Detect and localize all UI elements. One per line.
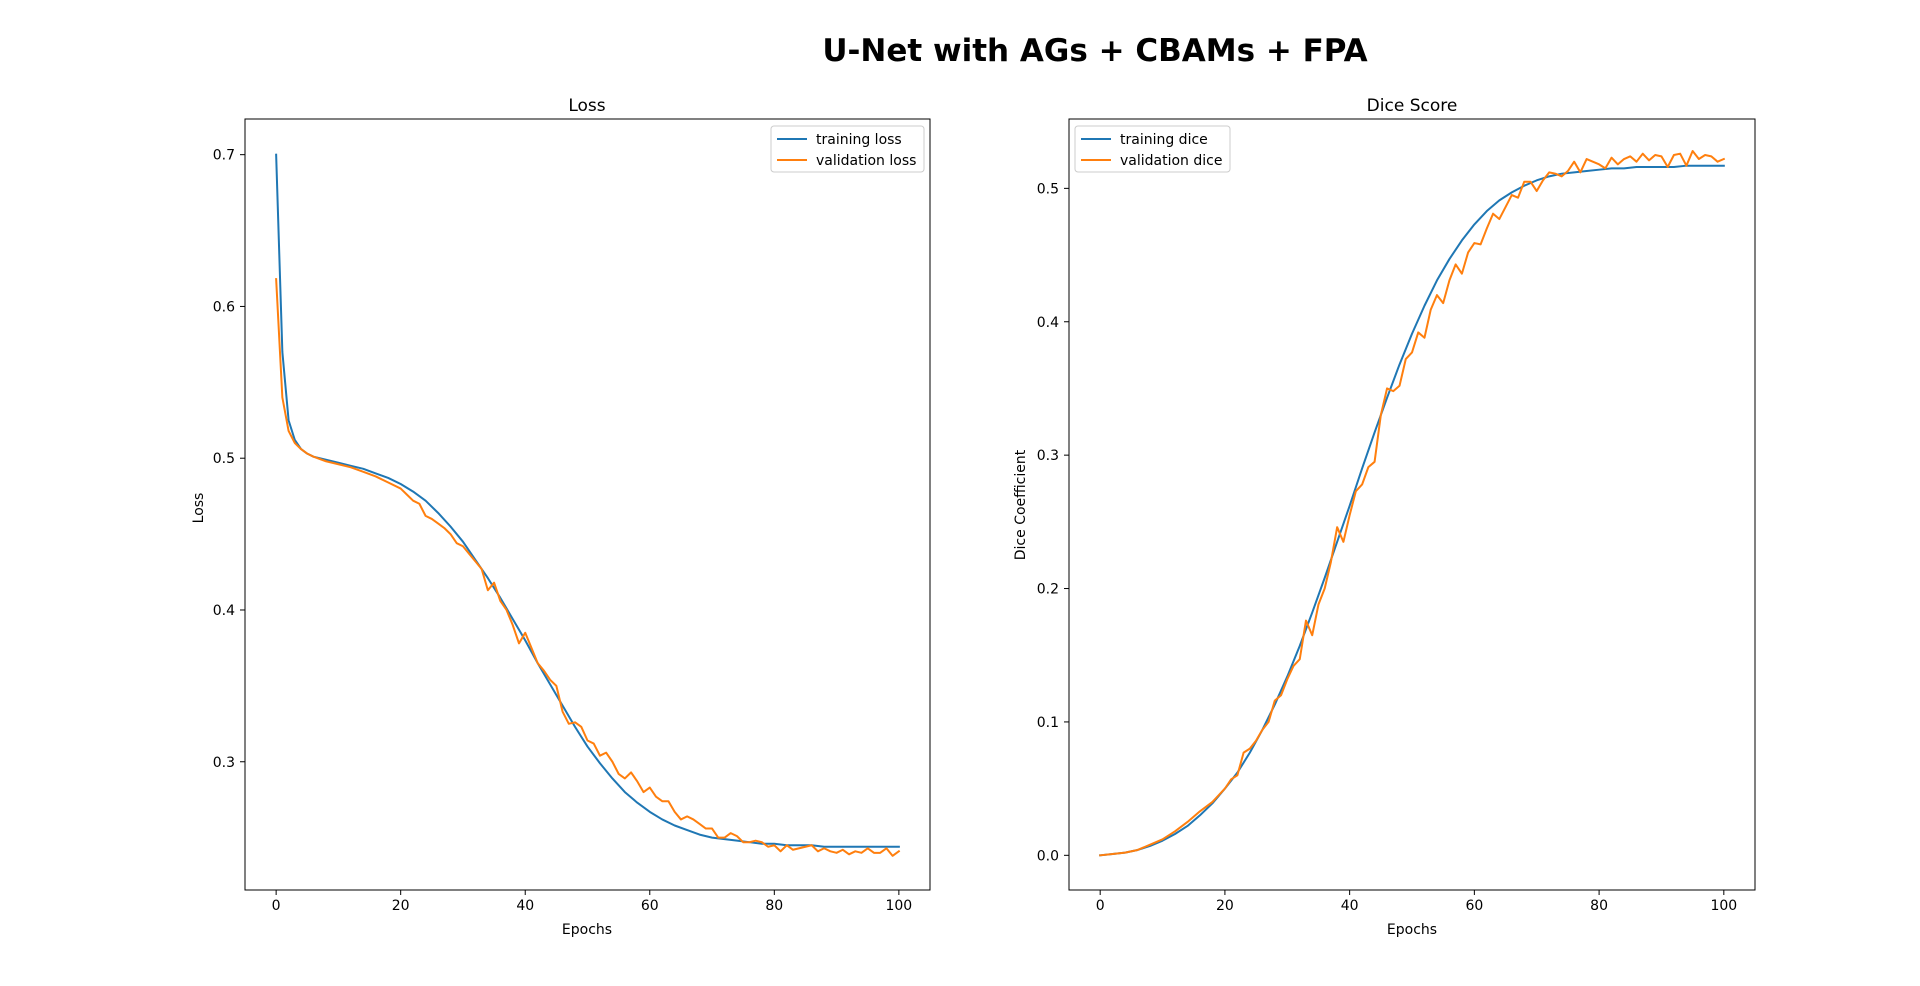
series-line-training-dice	[1099, 164, 1725, 857]
loss-x-tick-label: 100	[885, 898, 912, 914]
dice-chart-ticks: 0 20 40 60 80 100 0.0 0.1 0.2 0.3 0.4 0.5	[1037, 181, 1737, 914]
loss-x-tick-label: 80	[765, 898, 783, 914]
dice-chart-legend: training dice validation dice	[1074, 125, 1231, 173]
dice-y-tick-label: 0.2	[1037, 582, 1059, 598]
legend-label-validation-dice: validation dice	[1120, 153, 1222, 169]
dice-x-tick-label: 20	[1216, 898, 1234, 914]
dice-x-tick-label: 0	[1096, 898, 1105, 914]
loss-x-tick-label: 20	[392, 898, 410, 914]
loss-y-tick-label: 0.4	[213, 603, 235, 619]
dice-x-tick-label: 60	[1465, 898, 1483, 914]
legend-label-training-loss: training loss	[816, 132, 902, 148]
dice-chart-frame	[1068, 118, 1756, 891]
loss-x-tick-label: 0	[272, 898, 281, 914]
dice-y-tick-label: 0.1	[1037, 715, 1059, 731]
dice-x-tick-label: 80	[1590, 898, 1608, 914]
dice-x-tick-label: 40	[1341, 898, 1359, 914]
dice-x-tick-label: 100	[1710, 898, 1737, 914]
series-line-training-loss	[275, 153, 900, 848]
dice-chart: Dice Score Epochs Dice Coefficient 0 20 40…	[1013, 96, 1756, 938]
dice-chart-legend-box	[1074, 125, 1231, 173]
loss-x-tick-label: 60	[641, 898, 659, 914]
series-line-validation-dice	[1099, 150, 1726, 857]
dice-y-tick-label: 0.5	[1037, 181, 1059, 197]
loss-y-tick-label: 0.5	[213, 451, 235, 467]
dice-y-tick-label: 0.3	[1037, 448, 1059, 464]
legend-label-training-dice: training dice	[1120, 132, 1208, 148]
loss-chart-frame	[244, 118, 931, 891]
loss-y-tick-label: 0.3	[213, 755, 235, 771]
dice-chart-xlabel: Epochs	[1387, 922, 1437, 938]
dice-y-tick-label: 0.0	[1037, 848, 1059, 864]
loss-y-tick-label: 0.6	[213, 299, 235, 315]
figure-suptitle: U-Net with AGs + CBAMs + FPA	[822, 33, 1367, 69]
series-line-validation-loss	[275, 278, 901, 857]
legend-label-validation-loss: validation loss	[816, 153, 916, 169]
dice-y-tick-label: 0.4	[1037, 315, 1059, 331]
dice-chart-ylabel: Dice Coefficient	[1013, 449, 1029, 560]
loss-chart: Loss Epochs Loss 0 20 40 60 80 100 0.3 0.4 0.5 0.…	[191, 96, 931, 938]
dice-chart-title: Dice Score	[1367, 96, 1458, 116]
loss-chart-ticks: 0 20 40 60 80 100 0.3 0.4 0.5 0.6 0.7	[213, 148, 912, 914]
loss-chart-xlabel: Epochs	[562, 922, 612, 938]
loss-chart-ylabel: Loss	[191, 493, 207, 524]
loss-chart-title: Loss	[568, 96, 605, 116]
dice-chart-series-group	[1099, 150, 1726, 857]
loss-y-tick-label: 0.7	[213, 148, 235, 164]
loss-chart-legend-box	[770, 125, 925, 173]
loss-chart-legend: training loss validation loss	[770, 125, 925, 173]
loss-x-tick-label: 40	[516, 898, 534, 914]
loss-chart-series-group	[275, 153, 901, 857]
